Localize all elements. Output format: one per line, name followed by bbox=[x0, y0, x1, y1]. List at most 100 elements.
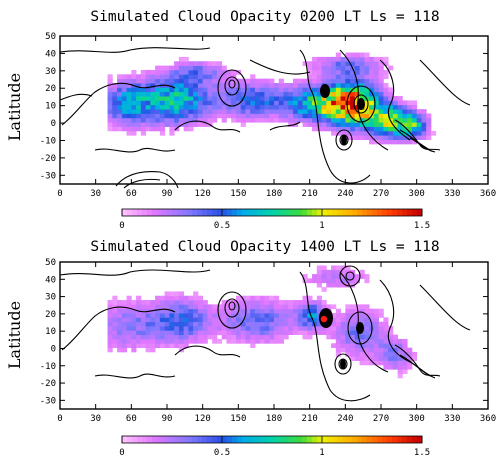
heatmap-cell bbox=[140, 113, 146, 119]
heatmap-cell bbox=[335, 269, 341, 275]
heatmap-cell bbox=[407, 360, 413, 366]
heatmap-cell bbox=[297, 96, 303, 101]
heatmap-cell bbox=[378, 56, 384, 62]
heatmap-cell bbox=[316, 269, 322, 275]
heatmap-cell bbox=[312, 74, 318, 80]
heatmap-cell bbox=[297, 313, 303, 318]
x-tick-label: 360 bbox=[480, 189, 496, 199]
heatmap-cell bbox=[307, 74, 313, 80]
heatmap-cell bbox=[335, 317, 341, 323]
heatmap-cell bbox=[178, 109, 185, 114]
heatmap-cell bbox=[140, 74, 146, 80]
heatmap-cell bbox=[392, 126, 399, 132]
heatmap-cell bbox=[254, 325, 261, 331]
heatmap-cell bbox=[136, 78, 142, 84]
colorbar-segment bbox=[417, 209, 423, 216]
heatmap-cell bbox=[388, 96, 394, 101]
heatmap-cell bbox=[283, 83, 289, 88]
heatmap-cell bbox=[231, 338, 237, 344]
heatmap-cell bbox=[345, 317, 351, 323]
y-axis-label: Latitude bbox=[5, 73, 24, 141]
heatmap-cell bbox=[326, 269, 332, 275]
heatmap-cell bbox=[216, 61, 223, 66]
x-tick-label: 30 bbox=[90, 189, 101, 199]
heatmap-cell bbox=[288, 122, 294, 127]
colorbar-segment bbox=[402, 209, 408, 216]
heatmap-cell bbox=[136, 321, 142, 327]
heatmap-cell bbox=[131, 317, 137, 323]
heatmap-cell bbox=[321, 287, 327, 292]
heatmap-cell bbox=[383, 56, 389, 62]
heatmap-cell bbox=[312, 278, 318, 284]
heatmap-cell bbox=[126, 91, 132, 97]
heatmap-cell bbox=[145, 83, 151, 88]
heatmap-cell bbox=[388, 65, 394, 71]
heatmap-cell bbox=[169, 304, 175, 310]
x-tick-label: 150 bbox=[230, 414, 246, 424]
heatmap-cell bbox=[402, 109, 408, 114]
heatmap-cell bbox=[388, 122, 394, 127]
heatmap-cell bbox=[202, 83, 208, 88]
heatmap-cell bbox=[269, 104, 275, 110]
heatmap-cell bbox=[402, 126, 408, 132]
heatmap-cell bbox=[297, 83, 303, 88]
heatmap-cell bbox=[193, 61, 199, 66]
heatmap-cell bbox=[278, 117, 284, 123]
heatmap-cell bbox=[150, 117, 156, 123]
heatmap-cell bbox=[254, 78, 261, 84]
heatmap-cell bbox=[126, 122, 132, 127]
heatmap-cell bbox=[259, 304, 265, 310]
heatmap-cell bbox=[221, 104, 227, 110]
heatmap-cell bbox=[188, 117, 194, 123]
heatmap-cell bbox=[278, 83, 284, 88]
heatmap-cell bbox=[140, 104, 146, 110]
colorbar-segment bbox=[232, 436, 238, 443]
heatmap-cell bbox=[302, 122, 308, 127]
heatmap-cell bbox=[378, 325, 384, 331]
heatmap-cell bbox=[302, 313, 308, 318]
heatmap-cell bbox=[416, 130, 422, 136]
heatmap-cell bbox=[112, 113, 118, 119]
heatmap-cell bbox=[155, 304, 161, 310]
heatmap-cell bbox=[373, 338, 380, 344]
heatmap-cell bbox=[369, 109, 375, 114]
heatmap-cell bbox=[140, 321, 146, 327]
heatmap-cell bbox=[378, 338, 384, 344]
heatmap-cell bbox=[359, 343, 365, 348]
heatmap-cell bbox=[288, 113, 294, 119]
heatmap-cell bbox=[193, 330, 199, 336]
heatmap-cell bbox=[136, 325, 142, 331]
heatmap-cell bbox=[259, 317, 265, 323]
heatmap-cell bbox=[169, 122, 175, 127]
heatmap-cell bbox=[312, 78, 318, 84]
heatmap-cell bbox=[216, 69, 223, 75]
colorbar-segment bbox=[397, 209, 403, 216]
heatmap-cell bbox=[183, 330, 189, 336]
heatmap-cell bbox=[269, 113, 275, 119]
heatmap-cell bbox=[107, 96, 113, 101]
heatmap-cell bbox=[178, 334, 185, 340]
heatmap-cell bbox=[321, 274, 327, 279]
heatmap-cell bbox=[316, 308, 322, 314]
heatmap-cell bbox=[245, 100, 251, 106]
heatmap-cell bbox=[321, 304, 327, 310]
heatmap-cell bbox=[183, 96, 189, 101]
heatmap-cell bbox=[240, 304, 246, 310]
colorbar-segment bbox=[242, 436, 248, 443]
heatmap-cell bbox=[369, 122, 375, 127]
heatmap-cell bbox=[212, 61, 218, 66]
heatmap-cell bbox=[202, 113, 208, 119]
heatmap-cell bbox=[250, 96, 256, 101]
heatmap-cell bbox=[345, 91, 351, 97]
heatmap-cell bbox=[226, 74, 232, 80]
heatmap-cell bbox=[274, 117, 280, 123]
heatmap-cell bbox=[155, 100, 161, 106]
heatmap-cell bbox=[216, 313, 223, 318]
heatmap-cell bbox=[140, 325, 146, 331]
heatmap-cell bbox=[107, 100, 113, 106]
heatmap-cell bbox=[373, 69, 380, 75]
x-tick-label: 90 bbox=[162, 414, 173, 424]
heatmap-cell bbox=[169, 69, 175, 75]
heatmap-cell bbox=[283, 321, 289, 327]
heatmap-cell bbox=[373, 351, 380, 357]
